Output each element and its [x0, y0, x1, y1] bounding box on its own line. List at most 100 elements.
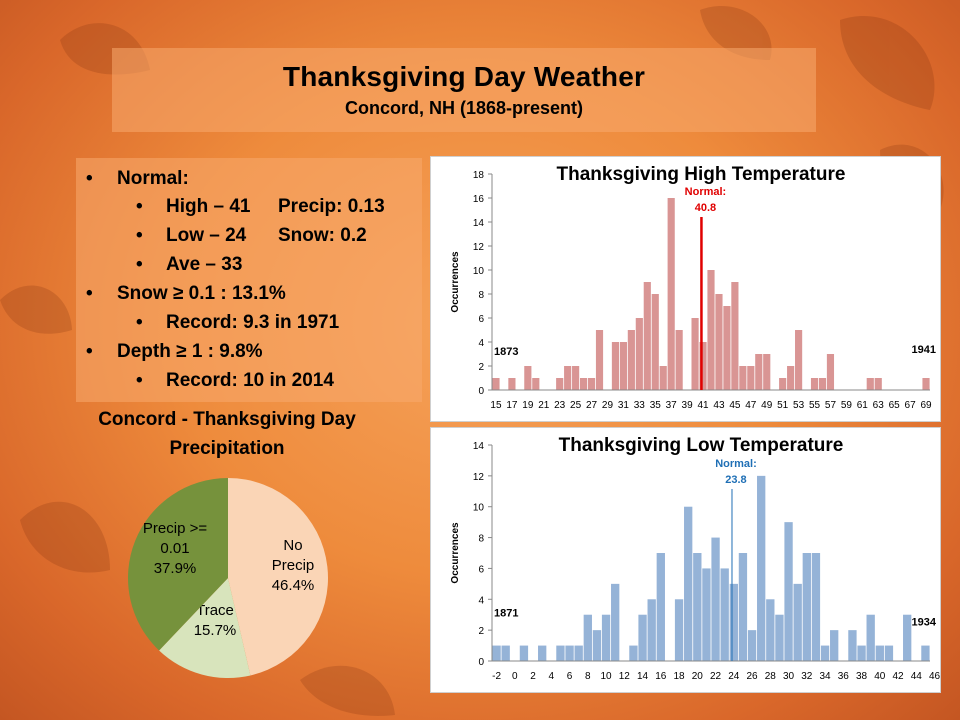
x-tick-label: 42 [893, 671, 905, 682]
normal-heading: Normal: [117, 168, 189, 189]
x-tick-label: 19 [522, 400, 534, 411]
x-tick-label: 69 [920, 400, 932, 411]
histogram-bar [818, 378, 827, 390]
histogram-bar [501, 645, 510, 661]
x-tick-label: 49 [761, 400, 773, 411]
y-tick-label: 14 [473, 218, 485, 229]
normal-low: Low – 24 [166, 225, 247, 246]
x-tick-label: 61 [857, 400, 869, 411]
x-tick-label: 51 [777, 400, 789, 411]
histogram-bar [875, 645, 884, 661]
x-tick-label: 40 [874, 671, 886, 682]
histogram-bar [667, 198, 675, 390]
x-tick-label: -2 [492, 671, 501, 682]
y-tick-label: 4 [478, 595, 484, 606]
depth-record: Record: 10 in 2014 [166, 370, 334, 391]
page-subtitle: Concord, NH (1868-present) [344, 98, 584, 118]
histogram-bar [820, 645, 830, 661]
x-tick-label: 45 [729, 400, 741, 411]
y-tick-label: 8 [478, 290, 484, 301]
x-tick-label: 22 [710, 671, 722, 682]
histogram-bar [707, 270, 715, 390]
x-tick-label: 29 [602, 400, 614, 411]
x-tick-label: 38 [856, 671, 868, 682]
low-temp-chart-panel: Thanksgiving Low Temperature Occurrences 0… [430, 427, 941, 693]
x-tick-label: 31 [618, 400, 630, 411]
y-tick-label: 12 [473, 472, 485, 483]
normal-label: Normal: [715, 458, 757, 470]
x-tick-label: 53 [793, 400, 805, 411]
y-tick-label: 6 [478, 564, 484, 575]
histogram-bar [755, 354, 763, 390]
y-tick-label: 2 [478, 626, 484, 637]
chart-title: Thanksgiving Low Temperature [559, 435, 844, 456]
histogram-bar [757, 475, 766, 661]
histogram-bar [763, 354, 771, 390]
histogram-bar [795, 330, 803, 390]
histogram-bar [922, 378, 930, 390]
y-tick-label: 6 [478, 314, 484, 325]
histogram-bar [715, 294, 723, 390]
histogram-bar [787, 366, 795, 390]
pie-slice-label: Trace [196, 602, 234, 619]
y-tick-label: 14 [473, 441, 485, 452]
x-tick-label: 37 [666, 400, 678, 411]
right-year-annotation: 1941 [912, 344, 936, 356]
x-tick-label: 24 [728, 671, 740, 682]
pie-slice [127, 478, 228, 651]
x-tick-label: 36 [838, 671, 850, 682]
histogram-bar [629, 645, 638, 661]
y-tick-label: 10 [473, 266, 485, 277]
histogram-bar [766, 599, 775, 661]
high-temp-histogram: Thanksgiving High Temperature Occurrences… [450, 164, 936, 411]
x-tick-label: 41 [697, 400, 709, 411]
histogram-bar [647, 599, 656, 661]
normal-precip: Precip: 0.13 [278, 196, 385, 217]
x-tick-label: 27 [586, 400, 598, 411]
x-tick-label: 6 [567, 671, 573, 682]
histogram-bar [638, 614, 647, 661]
y-tick-label: 16 [473, 194, 485, 205]
pie-slice-label: 0.01 [160, 540, 189, 557]
pie-slice-label: 46.4% [272, 577, 315, 594]
histogram-bar [601, 614, 611, 661]
histogram-bar [580, 378, 588, 390]
x-tick-label: 39 [682, 400, 694, 411]
histogram-bar [723, 306, 731, 390]
histogram-bar [731, 282, 739, 390]
bullet-dot: • [136, 254, 143, 275]
x-tick-label: 59 [841, 400, 853, 411]
x-tick-label: 18 [674, 671, 686, 682]
histogram-bar [564, 366, 572, 390]
histogram-bar [857, 645, 866, 661]
histogram-bar [830, 630, 839, 661]
x-tick-label: 46 [929, 671, 940, 682]
histogram-bar [848, 630, 857, 661]
left-year-annotation: 1873 [494, 346, 518, 358]
histogram-bar [519, 645, 529, 661]
histogram-bar [595, 330, 604, 390]
pie-slice [228, 478, 328, 676]
histogram-bar [619, 342, 627, 390]
bullet-dot: • [136, 196, 143, 217]
x-tick-label: 25 [570, 400, 582, 411]
x-tick-label: 35 [650, 400, 662, 411]
histogram-bar [492, 378, 500, 390]
normal-high: High – 41 [166, 196, 251, 217]
histogram-bar [874, 378, 882, 390]
histogram-bar [775, 614, 784, 661]
histogram-bar [810, 378, 819, 390]
bullet-dot: • [86, 168, 93, 189]
x-tick-label: 34 [820, 671, 832, 682]
x-tick-label: 23 [554, 400, 566, 411]
title-banner: Thanksgiving Day Weather Concord, NH (18… [112, 48, 816, 132]
snow-record: Record: 9.3 in 1971 [166, 312, 340, 333]
x-tick-label: 26 [747, 671, 759, 682]
pie-slice-label: No [283, 537, 302, 554]
histogram-bar [784, 522, 793, 661]
histogram-bar [699, 342, 707, 390]
histogram-bar [684, 506, 693, 661]
x-tick-label: 47 [745, 400, 757, 411]
histogram-bar [611, 583, 620, 661]
histogram-bar [556, 645, 565, 661]
